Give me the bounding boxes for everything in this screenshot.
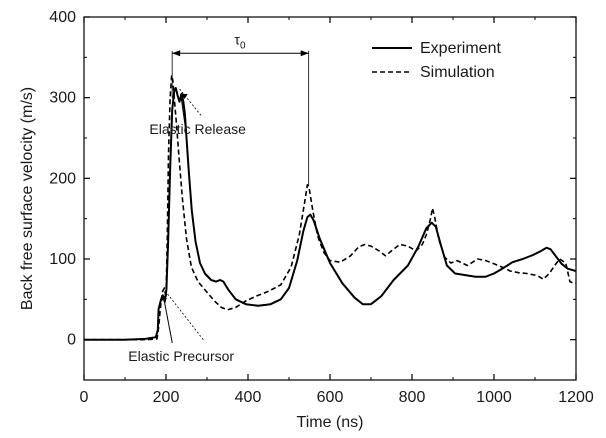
x-tick-label: 1200 bbox=[558, 389, 594, 406]
series-line-simulation bbox=[84, 74, 576, 341]
x-tick-label: 200 bbox=[153, 389, 180, 406]
tau-arrow-right bbox=[300, 50, 309, 57]
x-tick-label: 0 bbox=[80, 389, 89, 406]
y-tick-label: 300 bbox=[49, 90, 76, 107]
x-tick-label: 400 bbox=[235, 389, 262, 406]
y-axis-label: Back free surface velocity (m/s) bbox=[19, 87, 36, 310]
y-tick-label: 200 bbox=[49, 170, 76, 187]
series-line-experiment bbox=[84, 87, 577, 341]
release-pointer bbox=[180, 93, 186, 128]
elastic-release-label: Elastic Release bbox=[149, 121, 246, 137]
tau-arrow-left bbox=[172, 50, 181, 57]
x-tick-label: 1000 bbox=[476, 389, 512, 406]
x-tick-label: 600 bbox=[317, 389, 344, 406]
precursor-pointer-dashed bbox=[164, 290, 205, 342]
y-tick-label: 0 bbox=[67, 332, 76, 349]
tau-subscript: 0 bbox=[240, 40, 246, 51]
y-tick-label: 100 bbox=[49, 251, 76, 268]
precursor-pointer bbox=[162, 294, 173, 344]
legend-label-experiment: Experiment bbox=[420, 40, 501, 57]
release-arrowhead bbox=[180, 93, 188, 99]
tau-symbol: τ bbox=[234, 31, 240, 47]
plot-layer: 0 200 400 600 800 1000 1200 0 100 200 300 400 Time (… bbox=[19, 9, 594, 431]
precursor-arrowhead bbox=[161, 294, 168, 301]
x-tick-label: 800 bbox=[399, 389, 426, 406]
x-axis-label: Time (ns) bbox=[297, 414, 364, 431]
legend-label-simulation: Simulation bbox=[420, 64, 495, 81]
release-pointer-dashed bbox=[179, 88, 202, 117]
y-tick-label: 400 bbox=[49, 9, 76, 26]
tau-label: τ0 bbox=[234, 31, 246, 51]
elastic-precursor-label: Elastic Precursor bbox=[128, 348, 234, 364]
